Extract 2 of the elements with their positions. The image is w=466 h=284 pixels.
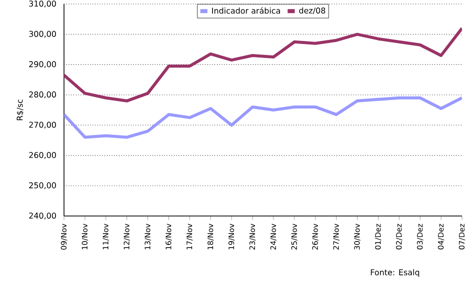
line-series [64, 96, 462, 139]
line-series [64, 26, 462, 102]
